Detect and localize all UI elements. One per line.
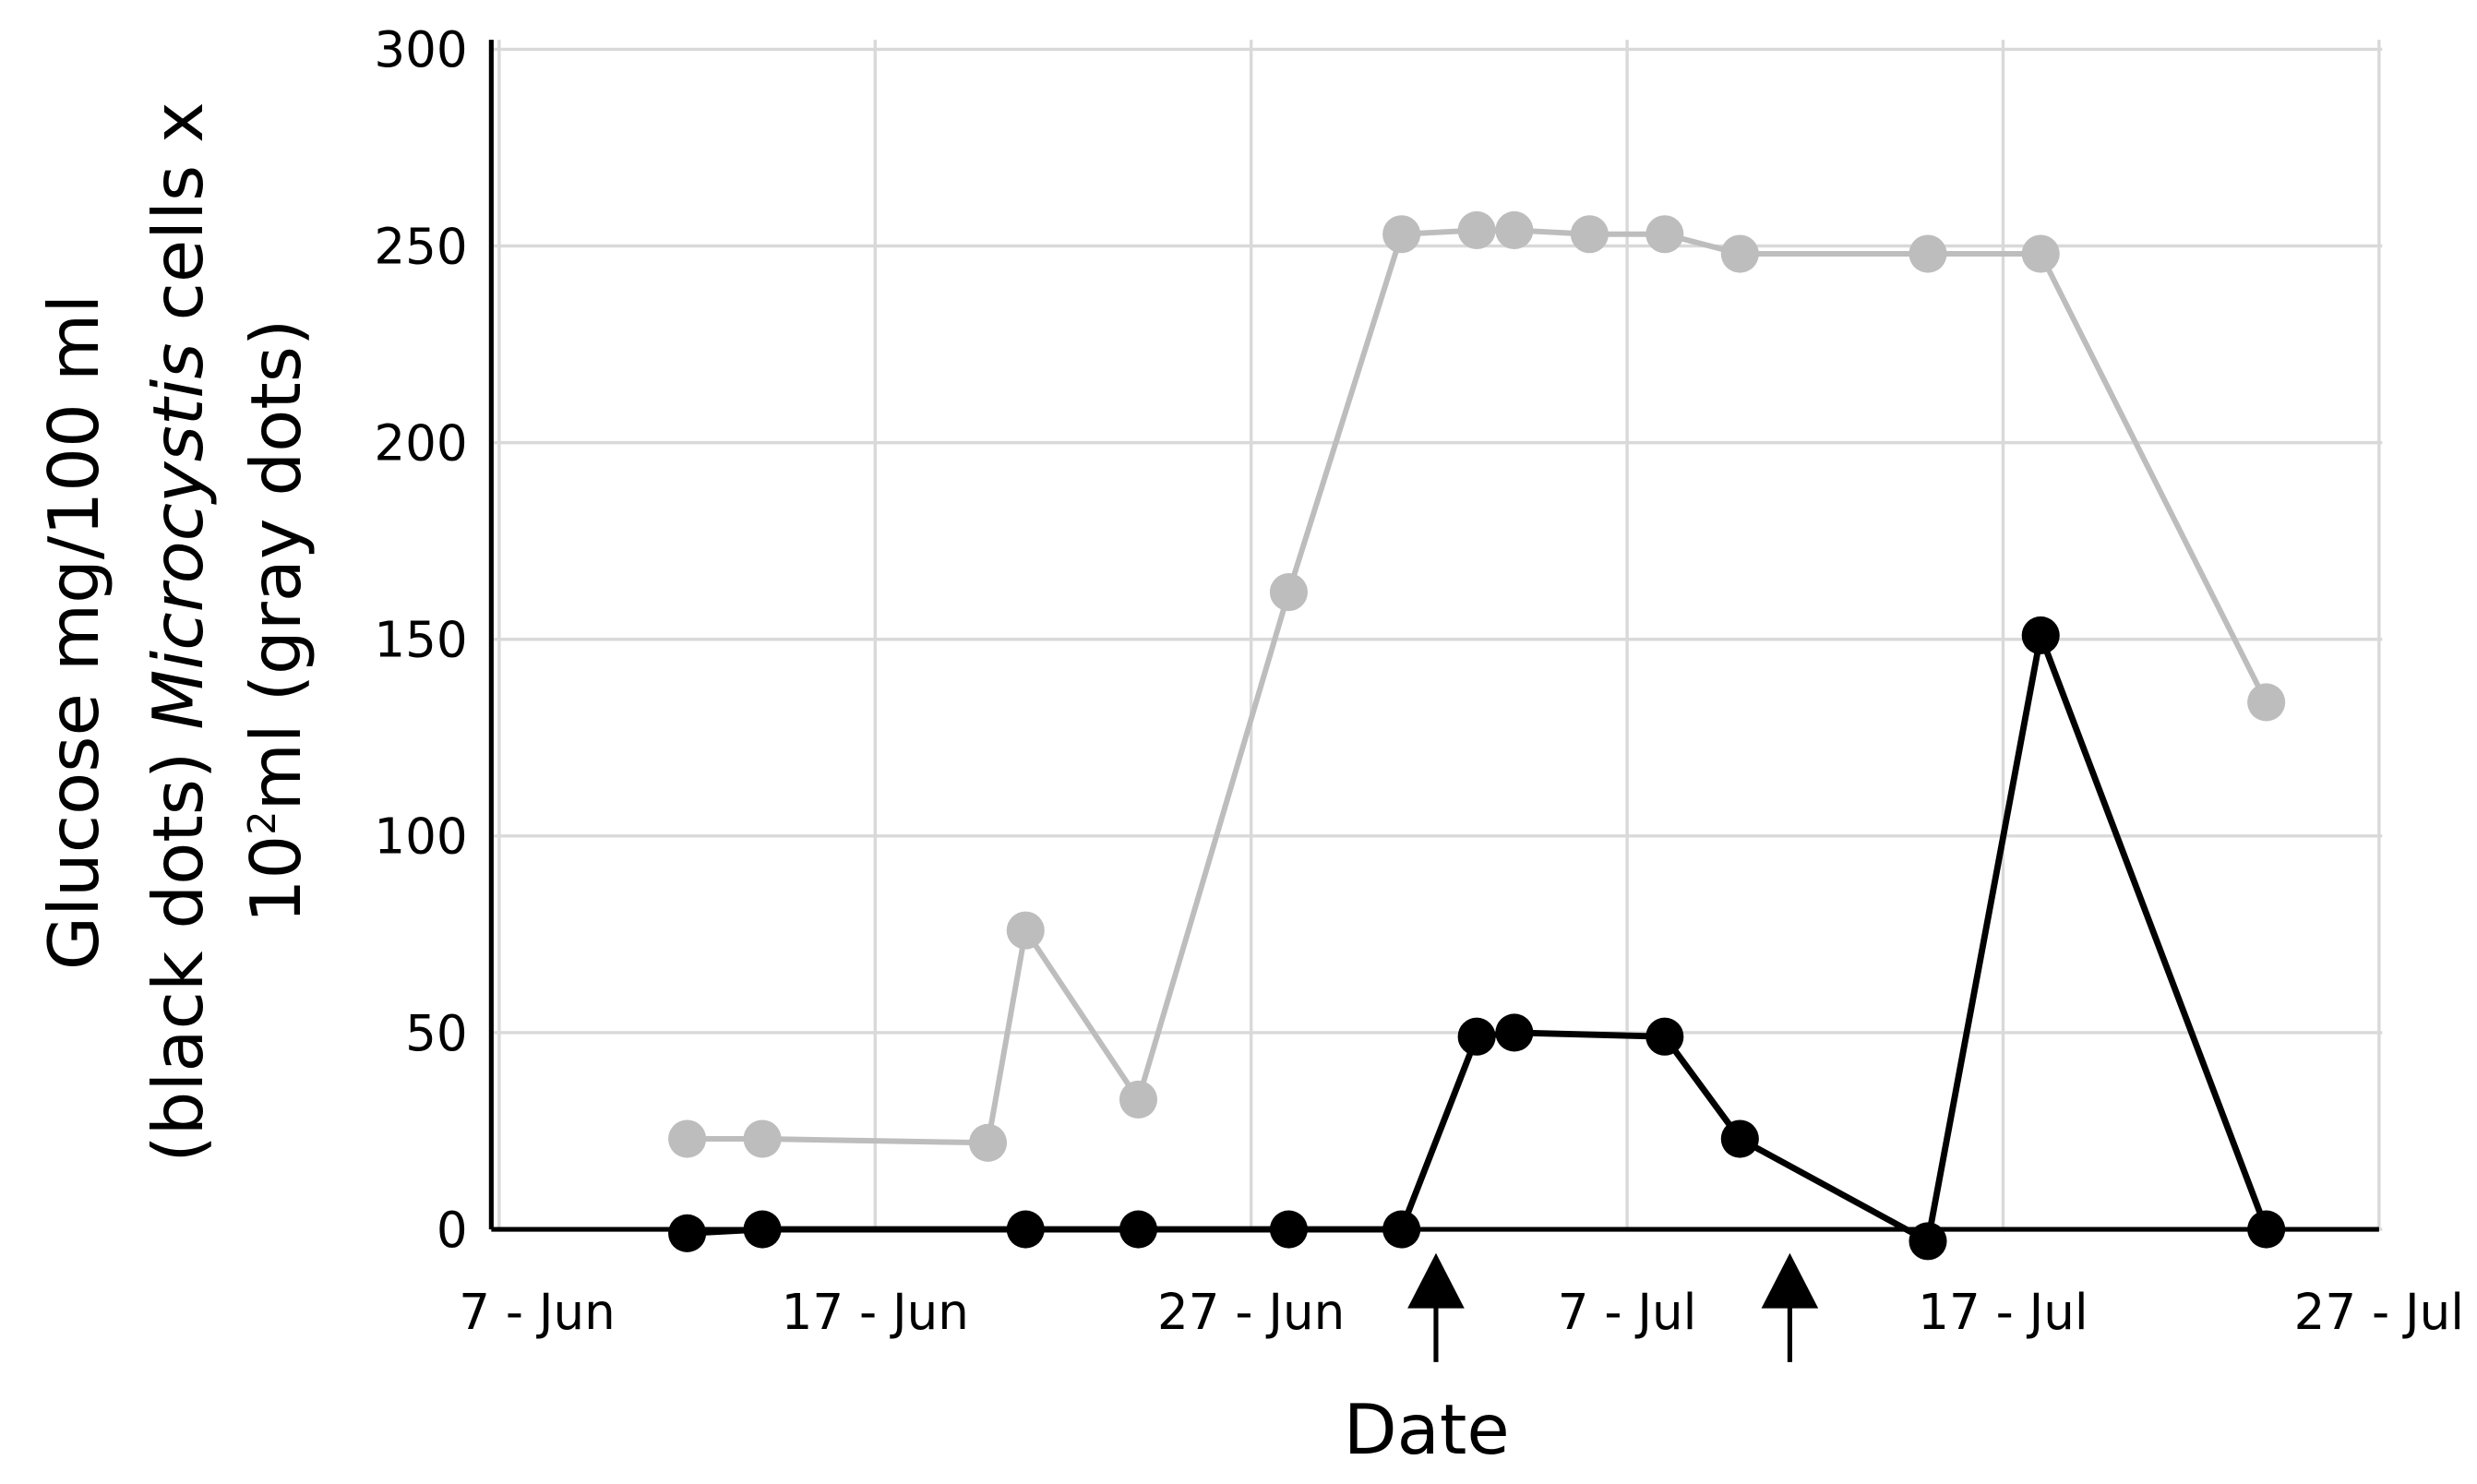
x-tick-label: 7 - Jul [1558, 1284, 1697, 1341]
point [1570, 215, 1609, 254]
y-label-part: ml (gray dots) [235, 319, 317, 811]
point [968, 1123, 1008, 1162]
point [1495, 1013, 1534, 1052]
point [1269, 1210, 1308, 1249]
point [2247, 1210, 2286, 1249]
point [2021, 234, 2060, 273]
point [2247, 683, 2286, 722]
y-tick-label: 200 [374, 414, 467, 472]
point [1720, 234, 1759, 273]
y-label-part: (black dots) [138, 752, 219, 1163]
y-label-part: Microcystis [138, 342, 219, 729]
point [1909, 1222, 1947, 1261]
point [1119, 1080, 1158, 1119]
x-tick-label: 17 - Jun [782, 1284, 969, 1341]
y-tick-label: 250 [374, 218, 467, 275]
y-tick-label: 300 [374, 21, 467, 78]
point [1382, 1210, 1421, 1249]
point [1006, 911, 1045, 950]
point [1645, 215, 1684, 254]
arrow [1407, 1252, 1465, 1362]
point [668, 1214, 707, 1252]
y-tick-label: 150 [374, 612, 467, 669]
line [687, 632, 2269, 1245]
point [1119, 1210, 1158, 1249]
point [1382, 215, 1421, 254]
point [2021, 616, 2060, 655]
y-tick-label: 0 [437, 1202, 468, 1259]
y-label-part: 2 [240, 811, 284, 835]
point [743, 1210, 782, 1249]
x-tick-label: 7 - Jun [459, 1284, 616, 1341]
point [1645, 1017, 1684, 1056]
point [1269, 573, 1308, 612]
point [1720, 1119, 1759, 1158]
point [1457, 210, 1496, 250]
point [668, 1119, 707, 1158]
x-tick-label: 27 - Jul [2294, 1284, 2464, 1341]
y-label-line: 102ml (gray dots) [235, 319, 317, 924]
x-tick-label: 27 - Jun [1157, 1284, 1345, 1341]
y-tick-label: 100 [374, 808, 467, 866]
y-label-line: Glucose mg/100 ml [33, 294, 114, 970]
plot-area [668, 210, 2286, 1261]
x-axis-label: Date [1344, 1389, 1510, 1470]
point [1909, 234, 1947, 273]
y-label-part: cells x [138, 102, 219, 320]
arrow [1761, 1252, 1819, 1362]
y-axis-label: Glucose mg/100 ml (black dots) Microcyst… [33, 79, 317, 1162]
point [1457, 1017, 1496, 1056]
grid [491, 40, 2383, 1231]
y-label-line: (black dots) Microcystis cells x [138, 102, 219, 1163]
y-tick-label: 50 [405, 1005, 468, 1062]
point [1006, 1210, 1045, 1249]
point [1495, 210, 1534, 250]
point [743, 1119, 782, 1158]
x-tick-label: 17 - Jul [1918, 1284, 2088, 1341]
y-label-part: 10 [235, 835, 317, 924]
